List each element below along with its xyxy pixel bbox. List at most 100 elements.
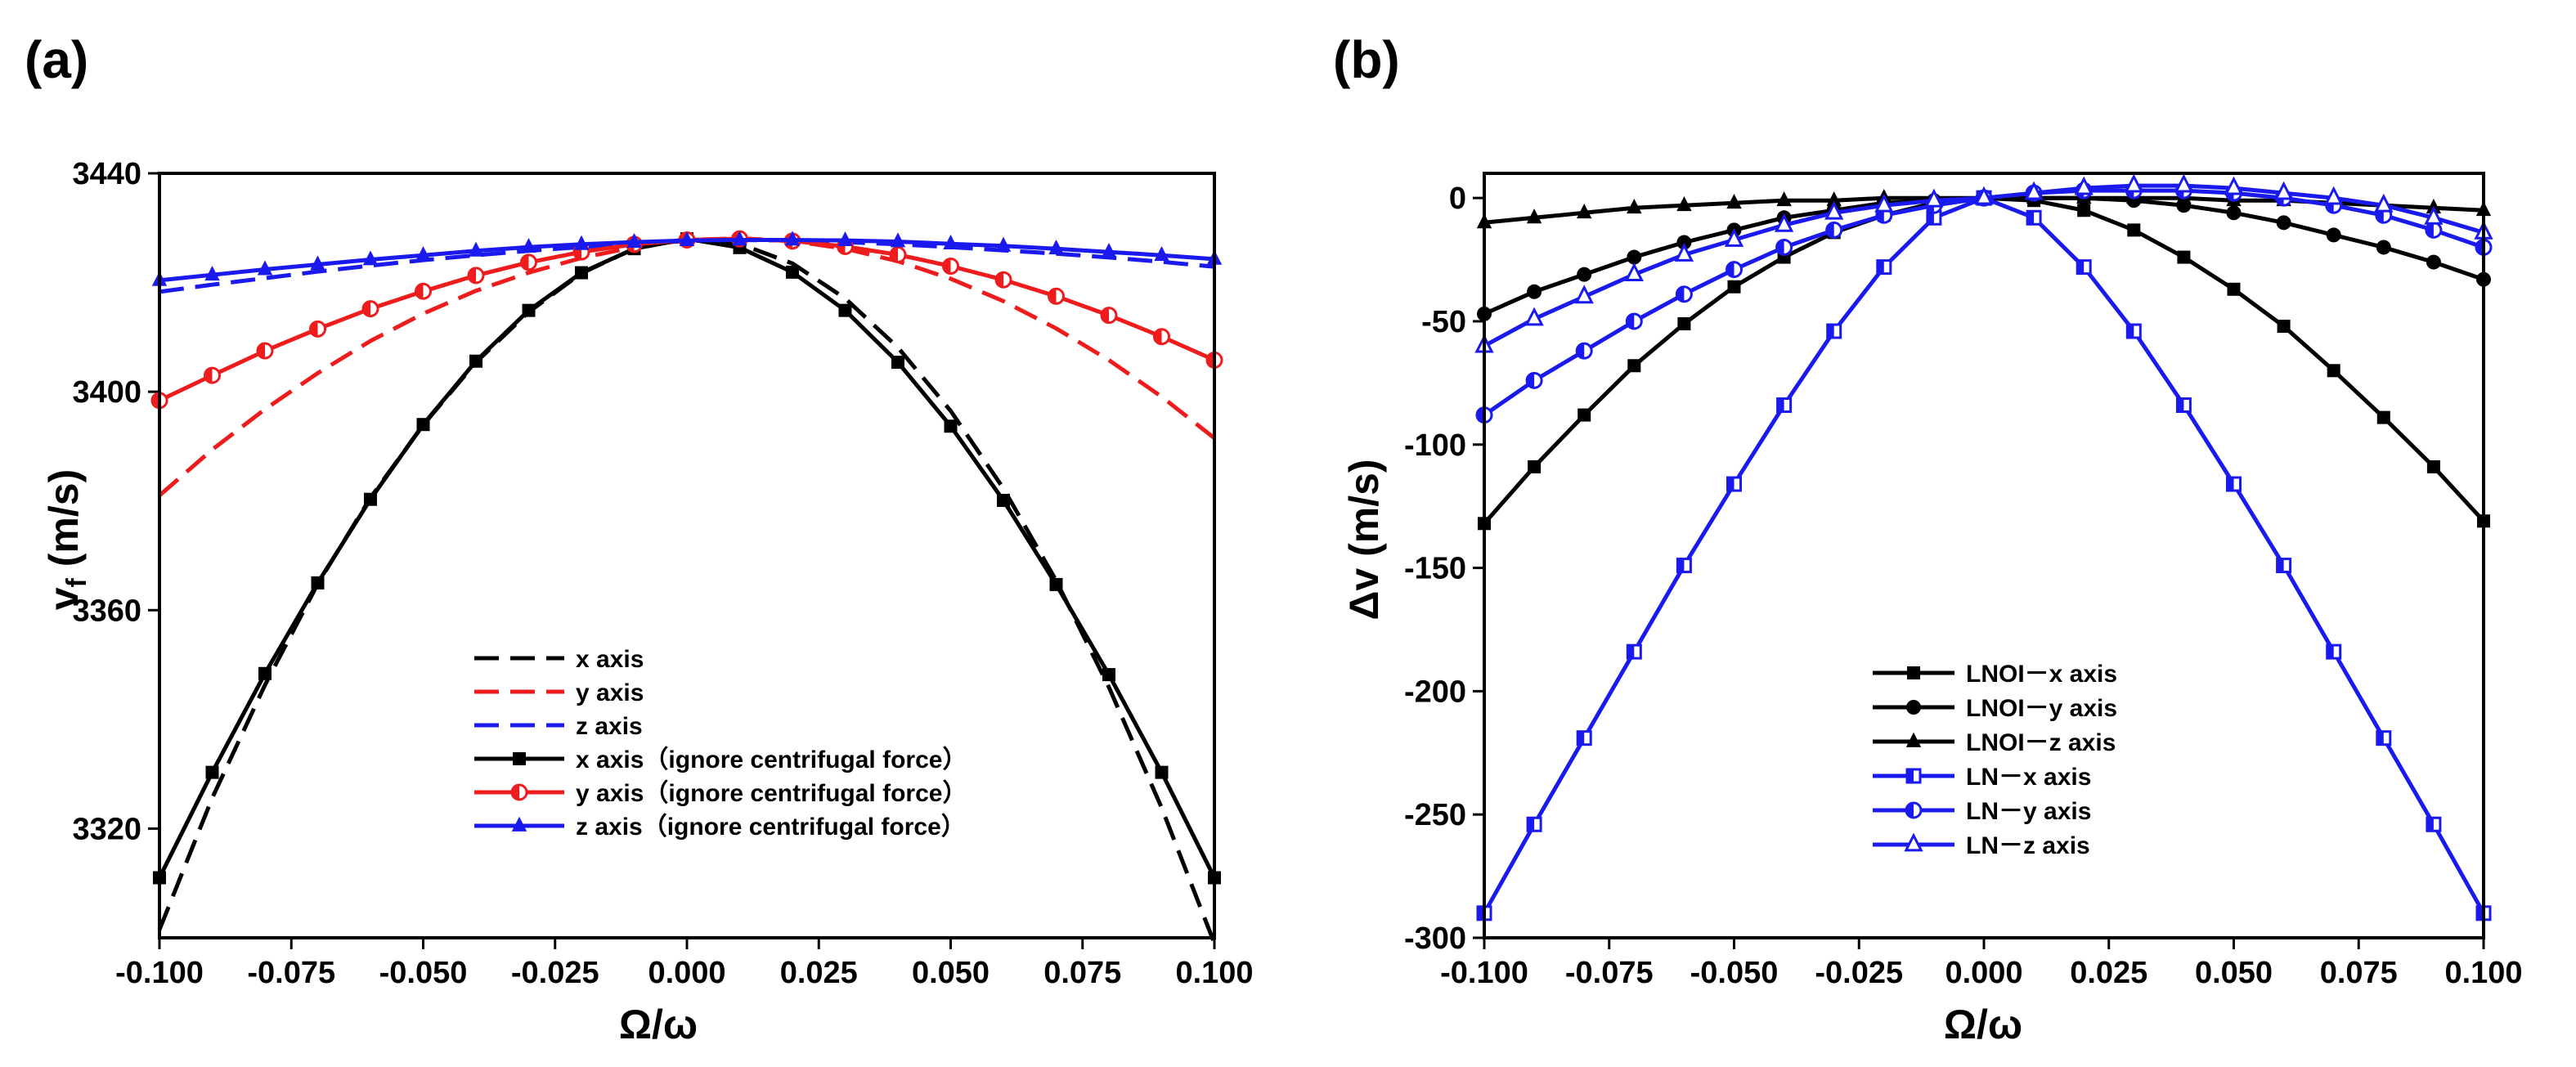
series-b-0-marker — [1528, 460, 1542, 473]
series-b-3-marker-fill — [2426, 818, 2434, 832]
series-a-5-marker — [204, 266, 220, 281]
series-b-2-marker — [1776, 191, 1792, 207]
y-tick-label: -250 — [1404, 798, 1466, 832]
series-b-2-marker — [1826, 191, 1842, 207]
x-axis-title-b: Ω/ω — [1944, 1002, 2022, 1047]
x-tick-label: -0.075 — [1565, 956, 1654, 990]
x-tick-label: -0.100 — [1440, 956, 1528, 990]
series-a-5-legend-label: z axis（ignore centrifugal force） — [576, 813, 966, 841]
series-a-4-marker-fill — [310, 321, 318, 337]
x-tick-label: 0.000 — [1945, 956, 2022, 990]
series-b-0-marker — [2327, 364, 2340, 378]
series-a-3-marker — [311, 576, 325, 590]
series-a-2-line — [159, 238, 1215, 294]
y-axis-title-a: vf (m/s) — [41, 469, 92, 611]
series-a-5-marker — [837, 231, 853, 247]
y-tick-label: -200 — [1404, 675, 1466, 709]
series-b-4-line — [1483, 188, 2484, 417]
series-b-3-marker-fill — [2077, 260, 2085, 274]
series-a-5-marker — [732, 231, 747, 246]
x-tick-label: 0.025 — [2070, 956, 2147, 990]
series-a-3-marker — [1102, 668, 1115, 682]
series-b-4-marker-fill — [1726, 262, 1735, 277]
series-b-5-marker — [2124, 173, 2143, 193]
series-b-0-marker — [1577, 408, 1591, 422]
series-a-4-marker-fill — [996, 272, 1003, 288]
series-b-3-marker-fill — [1827, 325, 1834, 338]
series-a-4-marker-fill — [891, 247, 898, 262]
series-b-5-marker — [1874, 193, 1894, 213]
series-a-4-marker-fill — [258, 343, 265, 359]
series-b-3-marker-fill — [2027, 211, 2035, 225]
series-b-3-marker-fill — [1927, 211, 1934, 225]
series-b-4-marker-fill — [1826, 222, 1834, 238]
series-a-3-marker — [891, 356, 904, 370]
panel-label-b: (b) — [1333, 30, 1400, 89]
series-b-5-marker — [1724, 227, 1744, 247]
series-a-5-marker — [995, 236, 1012, 252]
chart-panel-b: (b) Ω/ω Δv (m/s) -0.100 -0.075 -0.050 -0.02… — [1333, 30, 2523, 1047]
series-b-5-marker — [2224, 176, 2244, 195]
y-tick-label: 3320 — [72, 812, 141, 846]
x-tick-label: 0.075 — [2320, 956, 2398, 990]
series-b-3-marker-fill — [1528, 818, 1535, 832]
series-a-5-marker — [784, 231, 801, 246]
series-a-3-marker — [838, 303, 852, 317]
series-b-5-marker — [2174, 173, 2194, 193]
series-a-3-marker — [1049, 577, 1063, 591]
y-axis-title-main-b: Δv (m/s) — [1341, 459, 1387, 620]
series-b-5-marker — [1674, 243, 1694, 262]
series-b-4-marker-fill — [2476, 240, 2484, 255]
series-a-5-legend-marker — [511, 816, 527, 832]
series-b-3-marker-fill — [1677, 558, 1685, 572]
series-b-1-marker — [1676, 235, 1692, 250]
series-b-1-marker — [1627, 249, 1642, 265]
series-a-4-marker-fill — [152, 392, 159, 408]
series-b-0-marker — [2227, 282, 2241, 296]
series-b-3-marker-fill — [2327, 645, 2334, 659]
series-a-4-marker-fill — [204, 368, 213, 383]
plot-frame-b — [1483, 172, 2485, 939]
series-b-4-marker-fill — [1627, 313, 1635, 329]
series-b-1-marker — [2226, 205, 2242, 221]
panel-label-a: (a) — [25, 30, 88, 89]
x-tick-label: -0.025 — [511, 956, 599, 990]
series-b-2-legend-marker — [1905, 732, 1922, 747]
series-a-3-marker — [1155, 765, 1169, 779]
series-b-3-marker-fill — [2177, 398, 2184, 412]
x-tick-label: 0.075 — [1043, 956, 1121, 990]
series-b-1-marker — [1577, 267, 1592, 282]
x-tick-label: 0.100 — [1175, 956, 1253, 990]
series-a-5-marker — [1154, 245, 1169, 262]
series-a-3-marker — [944, 419, 958, 433]
series-b-5-marker — [1624, 262, 1644, 282]
series-a-3-legend-marker — [513, 752, 526, 765]
series-a-5-marker — [310, 255, 325, 271]
series-b-5-marker — [1824, 200, 1844, 220]
series-a-0-legend-label: x axis — [576, 646, 644, 673]
series-b-5-marker — [2374, 193, 2394, 213]
y-axis-title-main-a: v — [41, 587, 87, 610]
series-b-0-marker — [2376, 410, 2390, 424]
series-b-3-marker-fill — [1877, 260, 1884, 274]
series-b-3-marker-fill — [2227, 477, 2234, 491]
series-b-0-marker — [2277, 320, 2291, 333]
series-b-5-legend-marker — [1904, 832, 1923, 852]
series-b-0-marker — [1727, 280, 1741, 294]
series-b-4-legend-label: LN－y axis — [1966, 798, 2091, 825]
series-b — [1474, 173, 2493, 921]
y-axis-title-b: Δv (m/s) — [1341, 459, 1387, 620]
y-tick-label: 0 — [1449, 182, 1466, 216]
series-a-4-marker-fill — [943, 258, 951, 274]
series-b-4-marker-fill — [1527, 373, 1535, 388]
series-b-1-marker — [2426, 254, 2441, 270]
series-b-0-marker — [2426, 460, 2440, 473]
series-a-3-marker — [575, 266, 588, 280]
series-b-3-marker-fill — [2376, 731, 2384, 745]
series-b-5-marker — [1574, 285, 1594, 304]
series-a-3-marker — [205, 765, 219, 779]
series-b-5-marker — [2074, 176, 2094, 195]
series-b-3-marker-fill — [2477, 906, 2484, 920]
series-a — [150, 230, 1223, 944]
